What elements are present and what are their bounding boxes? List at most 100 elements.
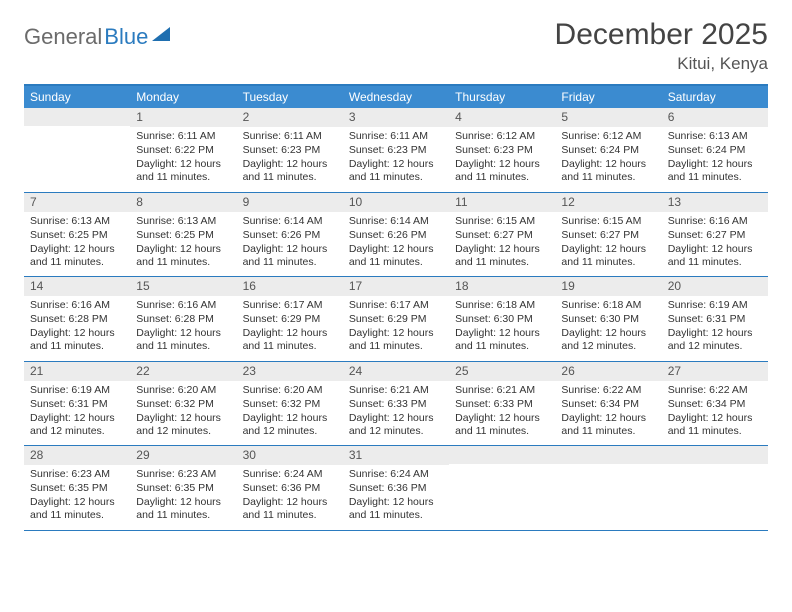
sunset-text: Sunset: 6:24 PM	[668, 144, 762, 157]
day-body: Sunrise: 6:11 AMSunset: 6:22 PMDaylight:…	[130, 127, 236, 192]
day-number: 2	[237, 108, 343, 127]
day-cell: 28Sunrise: 6:23 AMSunset: 6:35 PMDayligh…	[24, 446, 130, 530]
daylight-text: Daylight: 12 hours and 11 minutes.	[136, 243, 230, 269]
sunset-text: Sunset: 6:23 PM	[349, 144, 443, 157]
day-cell	[24, 108, 130, 192]
daylight-text: Daylight: 12 hours and 12 minutes.	[243, 412, 337, 438]
day-body: Sunrise: 6:13 AMSunset: 6:25 PMDaylight:…	[24, 212, 130, 277]
sunrise-text: Sunrise: 6:15 AM	[455, 215, 549, 228]
weekday-header-row: Sunday Monday Tuesday Wednesday Thursday…	[24, 86, 768, 108]
day-body: Sunrise: 6:14 AMSunset: 6:26 PMDaylight:…	[237, 212, 343, 277]
day-body: Sunrise: 6:13 AMSunset: 6:25 PMDaylight:…	[130, 212, 236, 277]
day-cell: 7Sunrise: 6:13 AMSunset: 6:25 PMDaylight…	[24, 193, 130, 277]
day-cell: 2Sunrise: 6:11 AMSunset: 6:23 PMDaylight…	[237, 108, 343, 192]
sunrise-text: Sunrise: 6:16 AM	[668, 215, 762, 228]
week-row: 14Sunrise: 6:16 AMSunset: 6:28 PMDayligh…	[24, 277, 768, 362]
day-cell: 11Sunrise: 6:15 AMSunset: 6:27 PMDayligh…	[449, 193, 555, 277]
sail-icon	[152, 27, 170, 41]
sunset-text: Sunset: 6:29 PM	[243, 313, 337, 326]
day-body: Sunrise: 6:20 AMSunset: 6:32 PMDaylight:…	[130, 381, 236, 446]
day-cell: 19Sunrise: 6:18 AMSunset: 6:30 PMDayligh…	[555, 277, 661, 361]
daylight-text: Daylight: 12 hours and 11 minutes.	[668, 158, 762, 184]
day-number: 13	[662, 193, 768, 212]
day-cell	[662, 446, 768, 530]
sunrise-text: Sunrise: 6:11 AM	[243, 130, 337, 143]
daylight-text: Daylight: 12 hours and 11 minutes.	[243, 327, 337, 353]
day-number: 18	[449, 277, 555, 296]
sunset-text: Sunset: 6:32 PM	[136, 398, 230, 411]
location-label: Kitui, Kenya	[555, 54, 768, 74]
daylight-text: Daylight: 12 hours and 11 minutes.	[136, 496, 230, 522]
sunset-text: Sunset: 6:27 PM	[455, 229, 549, 242]
sunset-text: Sunset: 6:23 PM	[243, 144, 337, 157]
sunset-text: Sunset: 6:33 PM	[349, 398, 443, 411]
day-cell: 16Sunrise: 6:17 AMSunset: 6:29 PMDayligh…	[237, 277, 343, 361]
sunrise-text: Sunrise: 6:14 AM	[349, 215, 443, 228]
weeks-container: 1Sunrise: 6:11 AMSunset: 6:22 PMDaylight…	[24, 108, 768, 531]
daylight-text: Daylight: 12 hours and 11 minutes.	[561, 158, 655, 184]
daylight-text: Daylight: 12 hours and 11 minutes.	[349, 496, 443, 522]
sunrise-text: Sunrise: 6:22 AM	[668, 384, 762, 397]
sunrise-text: Sunrise: 6:19 AM	[668, 299, 762, 312]
day-cell	[449, 446, 555, 530]
day-body: Sunrise: 6:12 AMSunset: 6:23 PMDaylight:…	[449, 127, 555, 192]
sunrise-text: Sunrise: 6:20 AM	[136, 384, 230, 397]
day-number: 24	[343, 362, 449, 381]
day-body: Sunrise: 6:18 AMSunset: 6:30 PMDaylight:…	[555, 296, 661, 361]
sunrise-text: Sunrise: 6:11 AM	[136, 130, 230, 143]
day-body: Sunrise: 6:16 AMSunset: 6:28 PMDaylight:…	[130, 296, 236, 361]
day-number	[24, 108, 130, 126]
sunrise-text: Sunrise: 6:13 AM	[668, 130, 762, 143]
daylight-text: Daylight: 12 hours and 11 minutes.	[349, 158, 443, 184]
daylight-text: Daylight: 12 hours and 11 minutes.	[136, 158, 230, 184]
daylight-text: Daylight: 12 hours and 11 minutes.	[561, 412, 655, 438]
brand-part1: General	[24, 24, 102, 50]
brand-logo: GeneralBlue	[24, 18, 170, 50]
daylight-text: Daylight: 12 hours and 11 minutes.	[136, 327, 230, 353]
day-body: Sunrise: 6:21 AMSunset: 6:33 PMDaylight:…	[449, 381, 555, 446]
sunset-text: Sunset: 6:32 PM	[243, 398, 337, 411]
weekday-header: Thursday	[449, 86, 555, 108]
sunset-text: Sunset: 6:23 PM	[455, 144, 549, 157]
day-number: 5	[555, 108, 661, 127]
daylight-text: Daylight: 12 hours and 11 minutes.	[668, 412, 762, 438]
day-cell: 27Sunrise: 6:22 AMSunset: 6:34 PMDayligh…	[662, 362, 768, 446]
weekday-header: Monday	[130, 86, 236, 108]
day-cell: 13Sunrise: 6:16 AMSunset: 6:27 PMDayligh…	[662, 193, 768, 277]
day-cell: 9Sunrise: 6:14 AMSunset: 6:26 PMDaylight…	[237, 193, 343, 277]
sunrise-text: Sunrise: 6:21 AM	[455, 384, 549, 397]
day-number: 17	[343, 277, 449, 296]
day-body: Sunrise: 6:16 AMSunset: 6:27 PMDaylight:…	[662, 212, 768, 277]
day-number: 10	[343, 193, 449, 212]
day-number: 11	[449, 193, 555, 212]
sunset-text: Sunset: 6:29 PM	[349, 313, 443, 326]
day-number: 9	[237, 193, 343, 212]
day-body: Sunrise: 6:16 AMSunset: 6:28 PMDaylight:…	[24, 296, 130, 361]
sunrise-text: Sunrise: 6:22 AM	[561, 384, 655, 397]
sunrise-text: Sunrise: 6:13 AM	[30, 215, 124, 228]
day-number: 15	[130, 277, 236, 296]
day-number: 6	[662, 108, 768, 127]
day-number: 28	[24, 446, 130, 465]
day-cell: 30Sunrise: 6:24 AMSunset: 6:36 PMDayligh…	[237, 446, 343, 530]
day-number: 27	[662, 362, 768, 381]
weekday-header: Wednesday	[343, 86, 449, 108]
day-cell	[555, 446, 661, 530]
sunrise-text: Sunrise: 6:12 AM	[561, 130, 655, 143]
day-body: Sunrise: 6:11 AMSunset: 6:23 PMDaylight:…	[343, 127, 449, 192]
day-number	[555, 446, 661, 464]
weekday-header: Friday	[555, 86, 661, 108]
day-cell: 14Sunrise: 6:16 AMSunset: 6:28 PMDayligh…	[24, 277, 130, 361]
day-number	[662, 446, 768, 464]
week-row: 1Sunrise: 6:11 AMSunset: 6:22 PMDaylight…	[24, 108, 768, 193]
day-body: Sunrise: 6:15 AMSunset: 6:27 PMDaylight:…	[555, 212, 661, 277]
daylight-text: Daylight: 12 hours and 11 minutes.	[243, 243, 337, 269]
sunrise-text: Sunrise: 6:14 AM	[243, 215, 337, 228]
daylight-text: Daylight: 12 hours and 11 minutes.	[30, 327, 124, 353]
daylight-text: Daylight: 12 hours and 11 minutes.	[30, 243, 124, 269]
daylight-text: Daylight: 12 hours and 12 minutes.	[668, 327, 762, 353]
day-number: 23	[237, 362, 343, 381]
day-number: 26	[555, 362, 661, 381]
day-cell: 10Sunrise: 6:14 AMSunset: 6:26 PMDayligh…	[343, 193, 449, 277]
daylight-text: Daylight: 12 hours and 11 minutes.	[349, 243, 443, 269]
